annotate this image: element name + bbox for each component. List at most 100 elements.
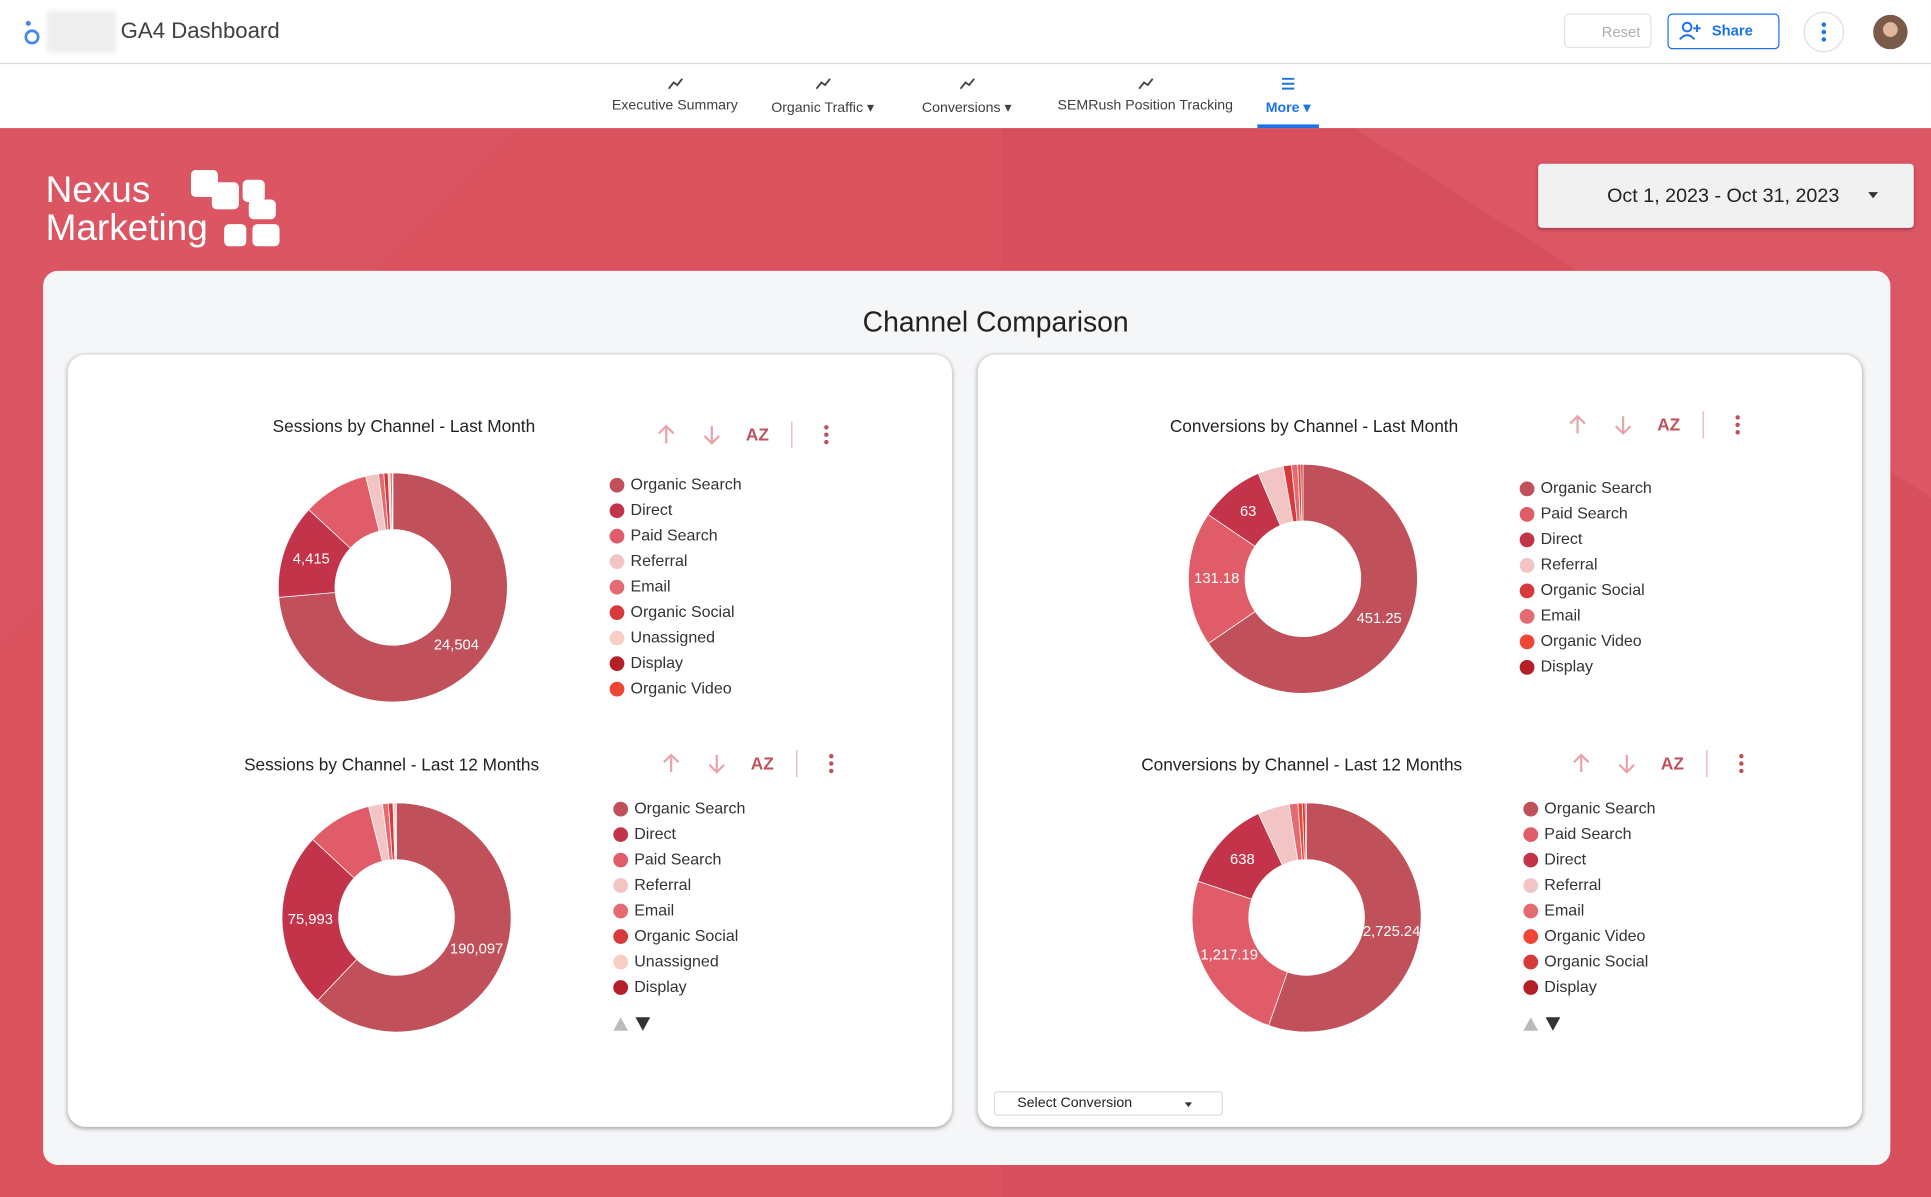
more-menu[interactable] bbox=[1803, 11, 1845, 53]
chart-title: Sessions by Channel - Last Month bbox=[273, 416, 536, 436]
sort-descending bbox=[1618, 754, 1635, 774]
data-label: 4,415 bbox=[293, 551, 330, 567]
data-label: 75,993 bbox=[288, 912, 333, 928]
sort-ascending bbox=[658, 424, 675, 444]
legend-label: Referral bbox=[1544, 877, 1601, 894]
legend-swatch bbox=[1523, 878, 1539, 893]
data-label: 451.25 bbox=[1357, 611, 1402, 627]
chart-menu-dot bbox=[1735, 430, 1740, 435]
donut-slice bbox=[391, 472, 394, 530]
page-up bbox=[1523, 1017, 1539, 1031]
top-bar: GA4 Dashboard Reset Share bbox=[0, 0, 1931, 65]
chart-menu-dot bbox=[1739, 753, 1744, 759]
reset-label: Reset bbox=[1601, 23, 1641, 41]
card bbox=[977, 354, 1863, 1127]
legend-label: Display bbox=[634, 979, 686, 996]
legend-label: Organic Social bbox=[1544, 953, 1648, 970]
legend-label: Direct bbox=[634, 826, 676, 843]
legend-swatch bbox=[1523, 903, 1539, 919]
legend-label: Unassigned bbox=[634, 953, 718, 970]
legend-label: Display bbox=[631, 655, 683, 672]
select-conversion[interactable]: Select Conversion bbox=[993, 1091, 1223, 1116]
legend-swatch bbox=[1523, 954, 1539, 970]
legend-label: Email bbox=[1544, 902, 1584, 919]
report-title: GA4 Dashboard bbox=[120, 18, 280, 44]
chart-menu-dot bbox=[1735, 415, 1740, 420]
legend-swatch bbox=[1519, 532, 1535, 548]
legend-swatch bbox=[1519, 583, 1535, 599]
donut-slice bbox=[281, 838, 358, 1001]
section-title: Channel Comparison bbox=[862, 305, 1129, 338]
sort-ascending bbox=[662, 753, 680, 773]
legend-swatch bbox=[1523, 801, 1539, 817]
dropdown-caret bbox=[1184, 1102, 1193, 1108]
legend-label: Organic Search bbox=[1541, 480, 1652, 497]
chart-menu-dot bbox=[829, 753, 834, 759]
chart-title: Conversions by Channel - Last 12 Months bbox=[1141, 755, 1462, 775]
legend-swatch bbox=[613, 827, 629, 842]
legend-swatch bbox=[1523, 852, 1539, 868]
looker-logo bbox=[24, 20, 40, 45]
chart-menu-dot bbox=[829, 768, 834, 774]
blurred-logo bbox=[46, 11, 116, 53]
nav-icon bbox=[1281, 77, 1295, 90]
nav-icon bbox=[815, 78, 831, 90]
data-label: 2,725.24 bbox=[1363, 924, 1420, 940]
sort-ascending bbox=[1573, 753, 1590, 773]
active-underline bbox=[1257, 124, 1319, 129]
nav-tab[interactable]: More ▾ bbox=[1265, 100, 1311, 116]
nav-tab[interactable]: Organic Traffic ▾ bbox=[771, 100, 875, 116]
page-down bbox=[635, 1017, 651, 1031]
nav-tab[interactable]: SEMRush Position Tracking bbox=[1057, 98, 1234, 114]
nav-tab[interactable]: Conversions ▾ bbox=[921, 100, 1012, 116]
chart-menu-dot bbox=[1735, 422, 1740, 428]
legend-swatch bbox=[609, 528, 625, 544]
legend-swatch bbox=[609, 579, 625, 595]
legend-label: Referral bbox=[631, 553, 688, 570]
legend-label: Email bbox=[1541, 608, 1581, 625]
legend-label: Email bbox=[634, 902, 674, 919]
legend-swatch bbox=[613, 903, 629, 919]
date-picker[interactable]: Oct 1, 2023 - Oct 31, 2023 bbox=[1538, 163, 1914, 228]
legend-label: Organic Search bbox=[1544, 800, 1655, 817]
legend-swatch bbox=[613, 980, 629, 995]
chart-title: Conversions by Channel - Last Month bbox=[1170, 416, 1458, 436]
legend-swatch bbox=[609, 554, 625, 570]
data-label: 190,097 bbox=[450, 941, 503, 957]
chart-menu-dot bbox=[824, 439, 829, 445]
legend-swatch bbox=[609, 503, 625, 519]
reset-button[interactable]: Reset bbox=[1564, 13, 1652, 49]
chart-menu-dot bbox=[1739, 761, 1744, 766]
page-down bbox=[1545, 1017, 1561, 1031]
legend-swatch bbox=[613, 954, 629, 970]
legend-swatch bbox=[1519, 608, 1535, 624]
legend-swatch bbox=[1519, 634, 1535, 650]
data-label: 638 bbox=[1230, 852, 1255, 868]
legend-label: Direct bbox=[1544, 851, 1586, 868]
select-label: Select Conversion bbox=[1017, 1096, 1133, 1111]
legend-label: Email bbox=[631, 578, 671, 595]
donut-slice bbox=[1188, 514, 1256, 644]
share-icon bbox=[1679, 21, 1701, 41]
sort-alpha: AZ bbox=[1657, 415, 1680, 435]
legend-label: Referral bbox=[1541, 557, 1598, 574]
legend-swatch bbox=[1519, 507, 1535, 522]
chart-title: Sessions by Channel - Last 12 Months bbox=[244, 755, 539, 775]
donut-slice bbox=[1191, 880, 1288, 1026]
share-button[interactable]: Share bbox=[1667, 13, 1780, 50]
chart-menu-dot bbox=[824, 425, 829, 430]
legend-swatch bbox=[613, 852, 629, 868]
data-label: 24,504 bbox=[434, 638, 479, 654]
legend-label: Organic Search bbox=[631, 476, 742, 493]
legend-label: Organic Video bbox=[1544, 928, 1645, 945]
legend-label: Organic Search bbox=[634, 800, 745, 817]
data-label: 1,217.19 bbox=[1200, 947, 1257, 963]
legend-label: Paid Search bbox=[1544, 826, 1631, 843]
chart-menu-dot bbox=[1739, 768, 1744, 774]
avatar[interactable] bbox=[1873, 14, 1908, 50]
legend-swatch bbox=[1523, 980, 1539, 995]
legend-label: Organic Video bbox=[631, 680, 732, 697]
nav-tab[interactable]: Executive Summary bbox=[611, 98, 738, 114]
